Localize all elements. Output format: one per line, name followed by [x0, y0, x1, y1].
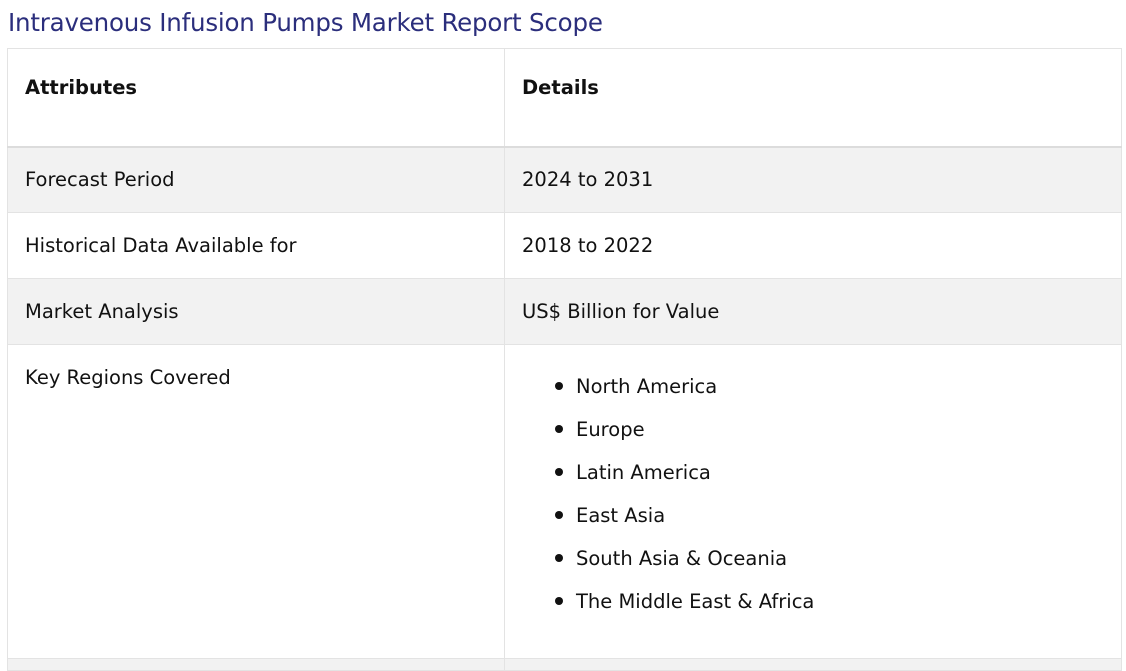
detail-cell: 2018 to 2022 [504, 212, 1122, 279]
region-label: North America [576, 375, 718, 398]
attributes-header: Attributes [7, 48, 505, 148]
attribute-cell [7, 658, 505, 671]
list-item: Europe [555, 408, 1105, 451]
detail-cell: North America Europe Latin America East … [504, 344, 1122, 659]
report-scope-table: Attributes Details Forecast Period 2024 … [7, 48, 1122, 671]
table-row: Key Regions Covered North America Europe… [7, 344, 1122, 659]
bullet-icon [555, 597, 563, 605]
list-item: East Asia [555, 494, 1105, 537]
region-label: The Middle East & Africa [576, 590, 815, 613]
list-item: The Middle East & Africa [555, 580, 1105, 623]
table-row: Market Analysis US$ Billion for Value [7, 278, 1122, 345]
bullet-icon [555, 554, 563, 562]
attribute-cell: Forecast Period [7, 146, 505, 213]
region-label: Europe [576, 418, 645, 441]
table-row: Historical Data Available for 2018 to 20… [7, 212, 1122, 279]
bullet-icon [555, 425, 563, 433]
attribute-cell: Historical Data Available for [7, 212, 505, 279]
details-header: Details [504, 48, 1122, 148]
detail-cell: 2024 to 2031 [504, 146, 1122, 213]
bullet-icon [555, 382, 563, 390]
table-header-row: Attributes Details [7, 48, 1122, 148]
table-row: Forecast Period 2024 to 2031 [7, 146, 1122, 213]
list-item: South Asia & Oceania [555, 537, 1105, 580]
table-row [7, 658, 1122, 671]
bullet-icon [555, 511, 563, 519]
detail-cell [504, 658, 1122, 671]
page-title: Intravenous Infusion Pumps Market Report… [8, 8, 603, 37]
region-label: East Asia [576, 504, 666, 527]
regions-list: North America Europe Latin America East … [522, 365, 1105, 623]
attribute-cell: Key Regions Covered [7, 344, 505, 659]
attribute-cell: Market Analysis [7, 278, 505, 345]
detail-cell: US$ Billion for Value [504, 278, 1122, 345]
list-item: North America [555, 365, 1105, 408]
region-label: Latin America [576, 461, 711, 484]
bullet-icon [555, 468, 563, 476]
list-item: Latin America [555, 451, 1105, 494]
region-label: South Asia & Oceania [576, 547, 788, 570]
